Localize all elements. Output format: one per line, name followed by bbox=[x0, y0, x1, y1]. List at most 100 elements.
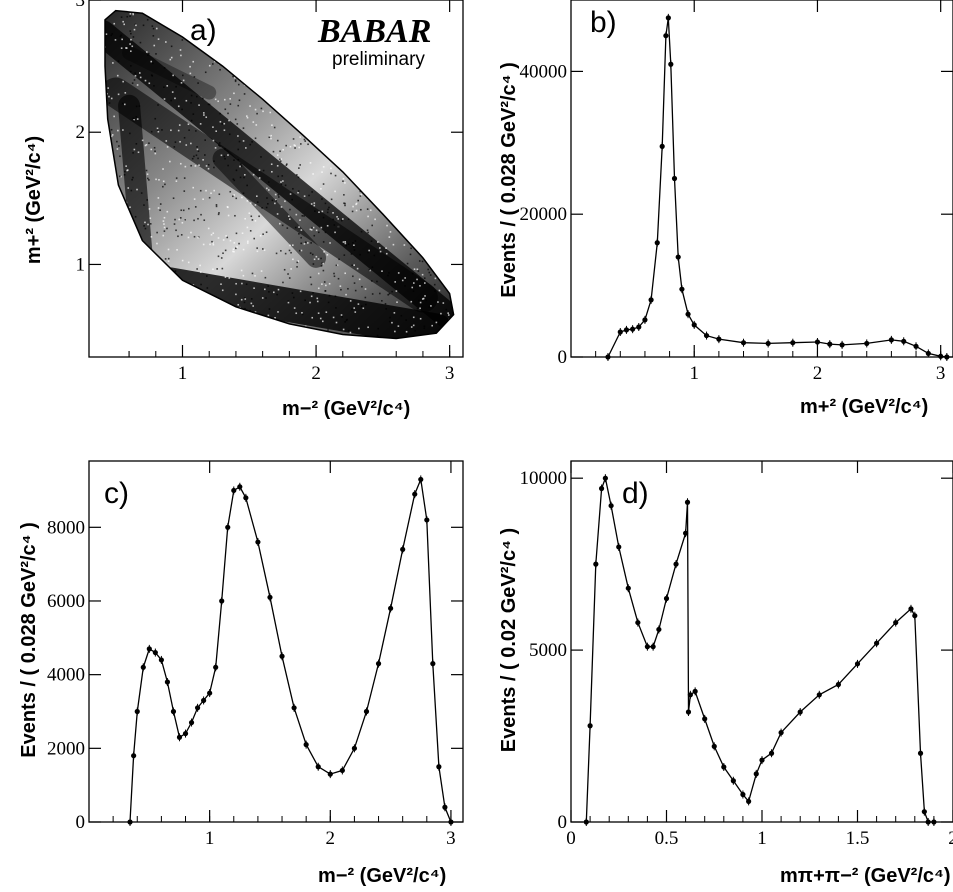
scatter-point bbox=[179, 332, 182, 335]
scatter-point bbox=[279, 339, 281, 341]
scatter-point bbox=[207, 163, 210, 166]
scatter-point bbox=[177, 235, 179, 238]
scatter-point bbox=[168, 7, 170, 9]
scatter-point bbox=[321, 5, 323, 7]
scatter-point bbox=[416, 8, 418, 10]
scatter-point bbox=[258, 215, 260, 218]
scatter-point bbox=[439, 203, 442, 206]
scatter-point bbox=[180, 22, 183, 24]
scatter-point bbox=[135, 24, 137, 27]
scatter-point bbox=[116, 331, 119, 334]
scatter-point bbox=[387, 274, 389, 277]
scatter-point bbox=[239, 319, 241, 322]
scatter-point bbox=[224, 249, 227, 252]
scatter-point bbox=[114, 39, 117, 41]
scatter-point bbox=[132, 12, 134, 14]
scatter-point bbox=[170, 322, 172, 325]
scatter-point bbox=[208, 324, 211, 327]
scatter-point bbox=[124, 92, 127, 94]
scatter-point bbox=[196, 146, 198, 148]
scatter-point bbox=[145, 143, 148, 146]
scatter-point bbox=[371, 224, 373, 227]
scatter-point bbox=[276, 213, 279, 215]
scatter-point bbox=[355, 203, 357, 206]
scatter-point bbox=[102, 149, 104, 151]
scatter-point bbox=[162, 344, 164, 346]
scatter-point bbox=[108, 210, 110, 213]
scatter-point bbox=[110, 34, 113, 37]
scatter-point bbox=[267, 181, 270, 183]
scatter-point bbox=[440, 153, 442, 156]
scatter-point bbox=[442, 172, 445, 174]
scatter-point bbox=[255, 56, 257, 58]
scatter-point bbox=[308, 194, 310, 197]
scatter-point bbox=[309, 162, 312, 164]
scatter-point bbox=[186, 353, 188, 355]
scatter-point bbox=[193, 219, 195, 222]
scatter-point bbox=[369, 209, 372, 212]
scatter-point bbox=[337, 218, 340, 220]
scatter-point bbox=[203, 219, 206, 222]
scatter-point bbox=[182, 306, 184, 308]
scatter-point bbox=[243, 173, 246, 176]
scatter-point bbox=[199, 271, 202, 273]
scatter-point bbox=[242, 27, 244, 30]
scatter-point bbox=[130, 32, 132, 35]
scatter-point bbox=[288, 249, 291, 252]
scatter-point bbox=[192, 186, 195, 189]
scatter-point bbox=[279, 20, 281, 23]
scatter-point bbox=[215, 130, 218, 132]
scatter-point bbox=[175, 229, 177, 232]
scatter-point bbox=[303, 195, 306, 197]
scatter-point bbox=[275, 17, 278, 19]
scatter-point bbox=[158, 350, 160, 352]
scatter-point bbox=[256, 195, 258, 198]
scatter-point bbox=[279, 158, 281, 161]
scatter-point bbox=[236, 123, 239, 125]
scatter-point bbox=[254, 204, 257, 206]
scatter-point bbox=[261, 58, 264, 61]
scatter-point bbox=[288, 10, 291, 12]
scatter-point bbox=[295, 38, 297, 40]
scatter-point bbox=[322, 183, 325, 185]
scatter-point bbox=[403, 126, 405, 128]
scatter-point bbox=[98, 38, 100, 40]
scatter-point bbox=[249, 334, 251, 337]
scatter-point bbox=[231, 353, 233, 355]
scatter-point bbox=[218, 212, 220, 214]
scatter-point bbox=[316, 297, 319, 300]
scatter-point bbox=[265, 206, 268, 209]
scatter-point bbox=[344, 151, 347, 154]
scatter-point bbox=[172, 197, 175, 200]
scatter-point bbox=[276, 4, 278, 6]
scatter-point bbox=[290, 10, 293, 12]
scatter-point bbox=[148, 142, 150, 145]
scatter-point bbox=[251, 219, 254, 221]
scatter-point bbox=[117, 275, 119, 278]
scatter-point bbox=[124, 354, 126, 356]
scatter-point bbox=[392, 211, 395, 213]
scatter-point bbox=[388, 236, 391, 238]
scatter-point bbox=[421, 260, 424, 263]
scatter-point bbox=[157, 353, 159, 355]
scatter-point bbox=[254, 137, 257, 140]
scatter-point bbox=[330, 198, 333, 201]
scatter-point bbox=[435, 58, 438, 61]
scatter-point bbox=[206, 287, 209, 289]
x-tick-label: 0 bbox=[566, 828, 576, 849]
scatter-point bbox=[349, 300, 352, 302]
scatter-point bbox=[147, 332, 150, 334]
scatter-point bbox=[257, 8, 259, 10]
scatter-point bbox=[330, 172, 332, 175]
scatter-point bbox=[289, 208, 291, 211]
scatter-point bbox=[227, 206, 229, 209]
scatter-point bbox=[457, 289, 459, 291]
scatter-point bbox=[335, 321, 338, 324]
scatter-point bbox=[413, 342, 415, 344]
scatter-point bbox=[282, 90, 285, 93]
scatter-point bbox=[293, 296, 295, 299]
scatter-point bbox=[246, 5, 248, 7]
scatter-point bbox=[420, 230, 423, 233]
